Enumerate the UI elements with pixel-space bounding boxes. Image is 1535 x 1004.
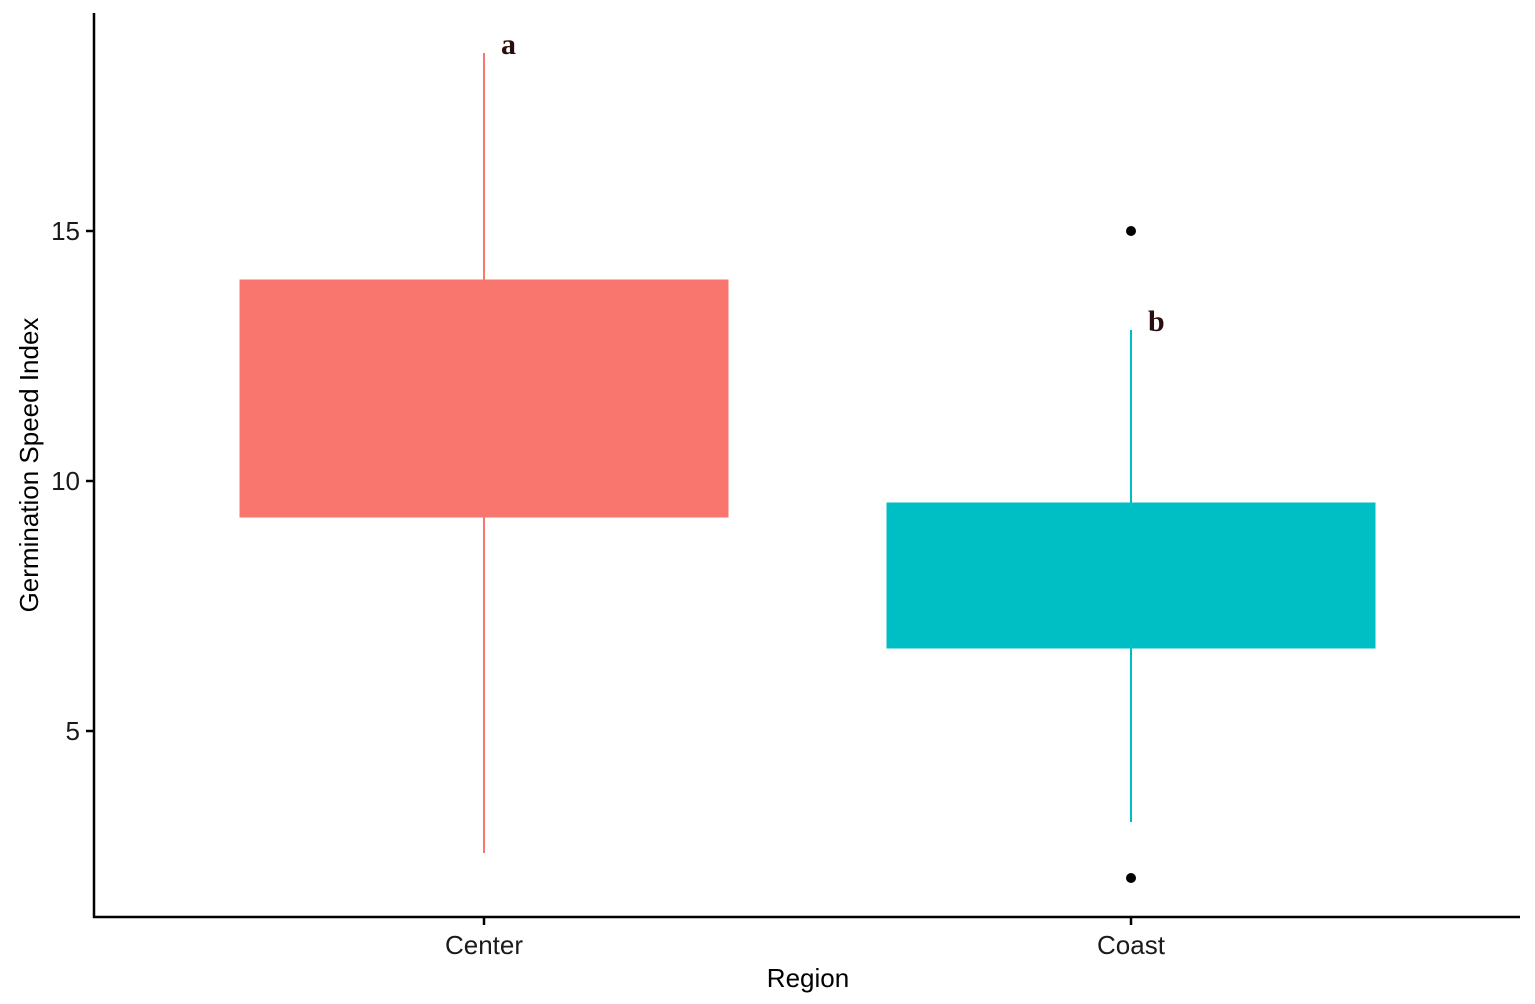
x-tick-label: Coast bbox=[1097, 930, 1166, 960]
y-axis-title: Germination Speed Index bbox=[14, 318, 44, 613]
outlier-point bbox=[1126, 226, 1136, 236]
y-tick-label: 5 bbox=[66, 716, 80, 746]
significance-letter: b bbox=[1148, 305, 1165, 338]
iqr-box bbox=[239, 279, 729, 518]
iqr-box bbox=[886, 502, 1376, 649]
box-series: ab bbox=[239, 28, 1376, 883]
x-tick-label: Center bbox=[445, 930, 523, 960]
significance-letter: a bbox=[501, 28, 516, 61]
x-axis-ticks: Center Coast bbox=[445, 917, 1166, 960]
box-coast: b bbox=[886, 226, 1376, 883]
outlier-point bbox=[1126, 873, 1136, 883]
y-tick-label: 10 bbox=[51, 466, 80, 496]
y-axis-ticks: 5 10 15 bbox=[51, 216, 94, 746]
y-tick-label: 15 bbox=[51, 216, 80, 246]
x-axis-title: Region bbox=[767, 963, 849, 993]
box-center: a bbox=[239, 28, 729, 853]
